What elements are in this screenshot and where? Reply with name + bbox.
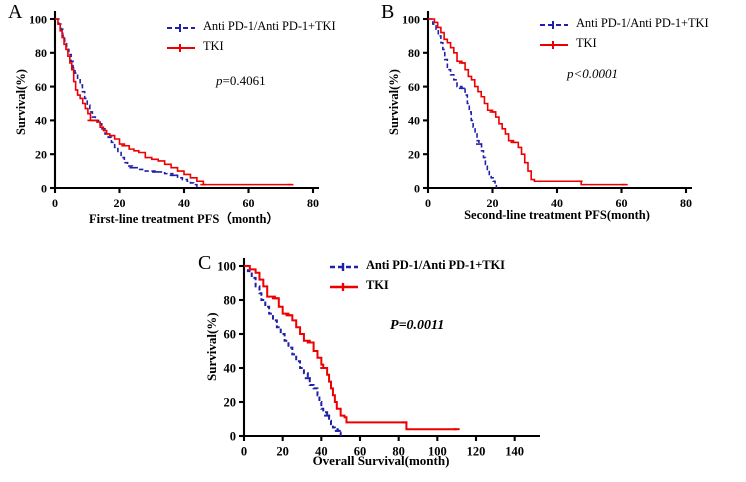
y-tick-label: 60 <box>408 80 420 94</box>
solid-line-key-icon <box>539 38 569 50</box>
legend-item-tki: TKI <box>166 38 336 55</box>
x-tick-label: 20 <box>276 445 289 459</box>
y-tick-label: 20 <box>35 148 47 162</box>
legend-label-tki: TKI <box>576 36 597 50</box>
x-tick-label: 60 <box>243 196 255 210</box>
legend-item-tki: TKI <box>539 35 709 52</box>
legend-item-anti-pd1: Anti PD-1/Anti PD-1+TKI <box>166 18 336 35</box>
survival-curve-tki <box>244 265 457 431</box>
panel-b-pvalue: p<0.0001 <box>567 66 618 82</box>
panel-c-pvalue-number: =0.0011 <box>398 318 445 333</box>
y-tick-label: 40 <box>408 114 420 128</box>
panel-b-xaxis-title: Second-line treatment PFS(month) <box>464 208 650 222</box>
y-tick-label: 0 <box>414 181 420 195</box>
panel-a-letter: A <box>8 1 23 23</box>
panel-a-legend: Anti PD-1/Anti PD-1+TKI TKI <box>166 18 336 58</box>
x-tick-label: 20 <box>487 196 499 210</box>
y-tick-label: 40 <box>35 114 47 128</box>
panel-c-pvalue: P=0.0011 <box>390 318 444 334</box>
legend-label-anti-pd1: Anti PD-1/Anti PD-1+TKI <box>366 258 505 272</box>
dashed-line-key-icon <box>329 260 359 272</box>
y-tick-label: 100 <box>217 260 236 274</box>
legend-label-anti-pd1: Anti PD-1/Anti PD-1+TKI <box>576 16 709 30</box>
x-tick-label: 80 <box>307 196 319 210</box>
y-tick-label: 20 <box>408 148 420 162</box>
x-tick-label: 80 <box>680 196 692 210</box>
panel-c-plot: 0 20 40 60 80 100 120 140 0 20 40 60 80 100 <box>217 258 540 459</box>
legend-item-tki: TKI <box>329 277 505 294</box>
panel-a-pvalue-number: =0.4061 <box>222 73 266 88</box>
solid-line-key-icon <box>329 280 359 292</box>
panel-a-pvalue: p=0.4061 <box>216 73 266 89</box>
panel-b-pvalue-symbol: p <box>567 66 574 81</box>
x-tick-label: 100 <box>428 445 447 459</box>
panel-a: A 0 20 40 60 80 0 20 40 60 80 100 Anti PD-1/Anti P… <box>0 0 373 241</box>
panel-c-pvalue-symbol: P <box>390 318 399 333</box>
x-tick-label: 40 <box>315 445 328 459</box>
panel-a-plot: 0 20 40 60 80 0 20 40 60 80 100 <box>29 11 319 210</box>
survival-curve-tki <box>55 18 291 186</box>
panel-a-pvalue-symbol: p <box>216 73 223 88</box>
solid-line-key-icon <box>166 41 196 53</box>
panel-b-yaxis-title: Survival(%) <box>387 69 401 135</box>
panel-b-pvalue-number: <0.0001 <box>573 66 619 81</box>
panel-b-plot: 0 20 40 60 80 0 20 40 60 80 100 <box>402 11 692 210</box>
panel-b-letter: B <box>381 1 395 23</box>
panel-c-xaxis-title: Overall Survival(month) <box>312 453 450 468</box>
panel-a-xaxis-title: First-line treatment PFS（month） <box>88 212 279 226</box>
x-tick-label: 140 <box>505 445 524 459</box>
panel-c-yaxis-title: Survival(%) <box>204 312 219 381</box>
legend-item-anti-pd1: Anti PD-1/Anti PD-1+TKI <box>539 15 709 32</box>
y-tick-label: 80 <box>224 294 237 308</box>
legend-label-tki: TKI <box>203 39 224 53</box>
legend-item-anti-pd1: Anti PD-1/Anti PD-1+TKI <box>329 257 505 274</box>
dashed-line-key-icon <box>166 21 196 33</box>
x-tick-label: 0 <box>52 196 58 210</box>
panel-c-legend: Anti PD-1/Anti PD-1+TKI TKI <box>329 257 505 297</box>
y-tick-label: 20 <box>224 396 237 410</box>
y-tick-label: 80 <box>408 46 420 60</box>
dashed-line-key-icon <box>539 18 569 30</box>
x-tick-label: 60 <box>616 196 628 210</box>
panel-a-yaxis-title: Survival(%) <box>14 69 28 135</box>
y-tick-label: 40 <box>224 362 237 376</box>
survival-curve-tki <box>428 18 625 186</box>
legend-label-tki: TKI <box>366 278 389 292</box>
survival-curve-anti-pd1 <box>55 18 198 188</box>
x-tick-label: 80 <box>392 445 405 459</box>
x-tick-label: 0 <box>241 445 247 459</box>
y-tick-label: 80 <box>35 46 47 60</box>
x-tick-label: 0 <box>425 196 431 210</box>
x-tick-label: 40 <box>551 196 563 210</box>
panel-c-letter: C <box>198 252 212 274</box>
y-tick-label: 0 <box>41 181 47 195</box>
y-tick-label: 100 <box>29 12 47 26</box>
survival-curve-anti-pd1 <box>244 265 342 436</box>
x-tick-label: 60 <box>354 445 367 459</box>
y-tick-label: 100 <box>402 12 420 26</box>
y-tick-label: 0 <box>230 430 236 444</box>
legend-label-anti-pd1: Anti PD-1/Anti PD-1+TKI <box>203 19 336 33</box>
y-tick-label: 60 <box>35 80 47 94</box>
x-tick-label: 120 <box>467 445 486 459</box>
x-tick-label: 40 <box>178 196 190 210</box>
y-tick-label: 60 <box>224 328 237 342</box>
panel-c: C 0 20 40 60 80 100 120 140 0 20 40 60 80 100 Anti PD… <box>186 241 586 482</box>
panel-b-legend: Anti PD-1/Anti PD-1+TKI TKI <box>539 15 709 55</box>
x-tick-label: 20 <box>114 196 126 210</box>
panel-b: B 0 20 40 60 80 0 20 40 60 80 100 Anti PD-1/Anti P… <box>373 0 746 241</box>
